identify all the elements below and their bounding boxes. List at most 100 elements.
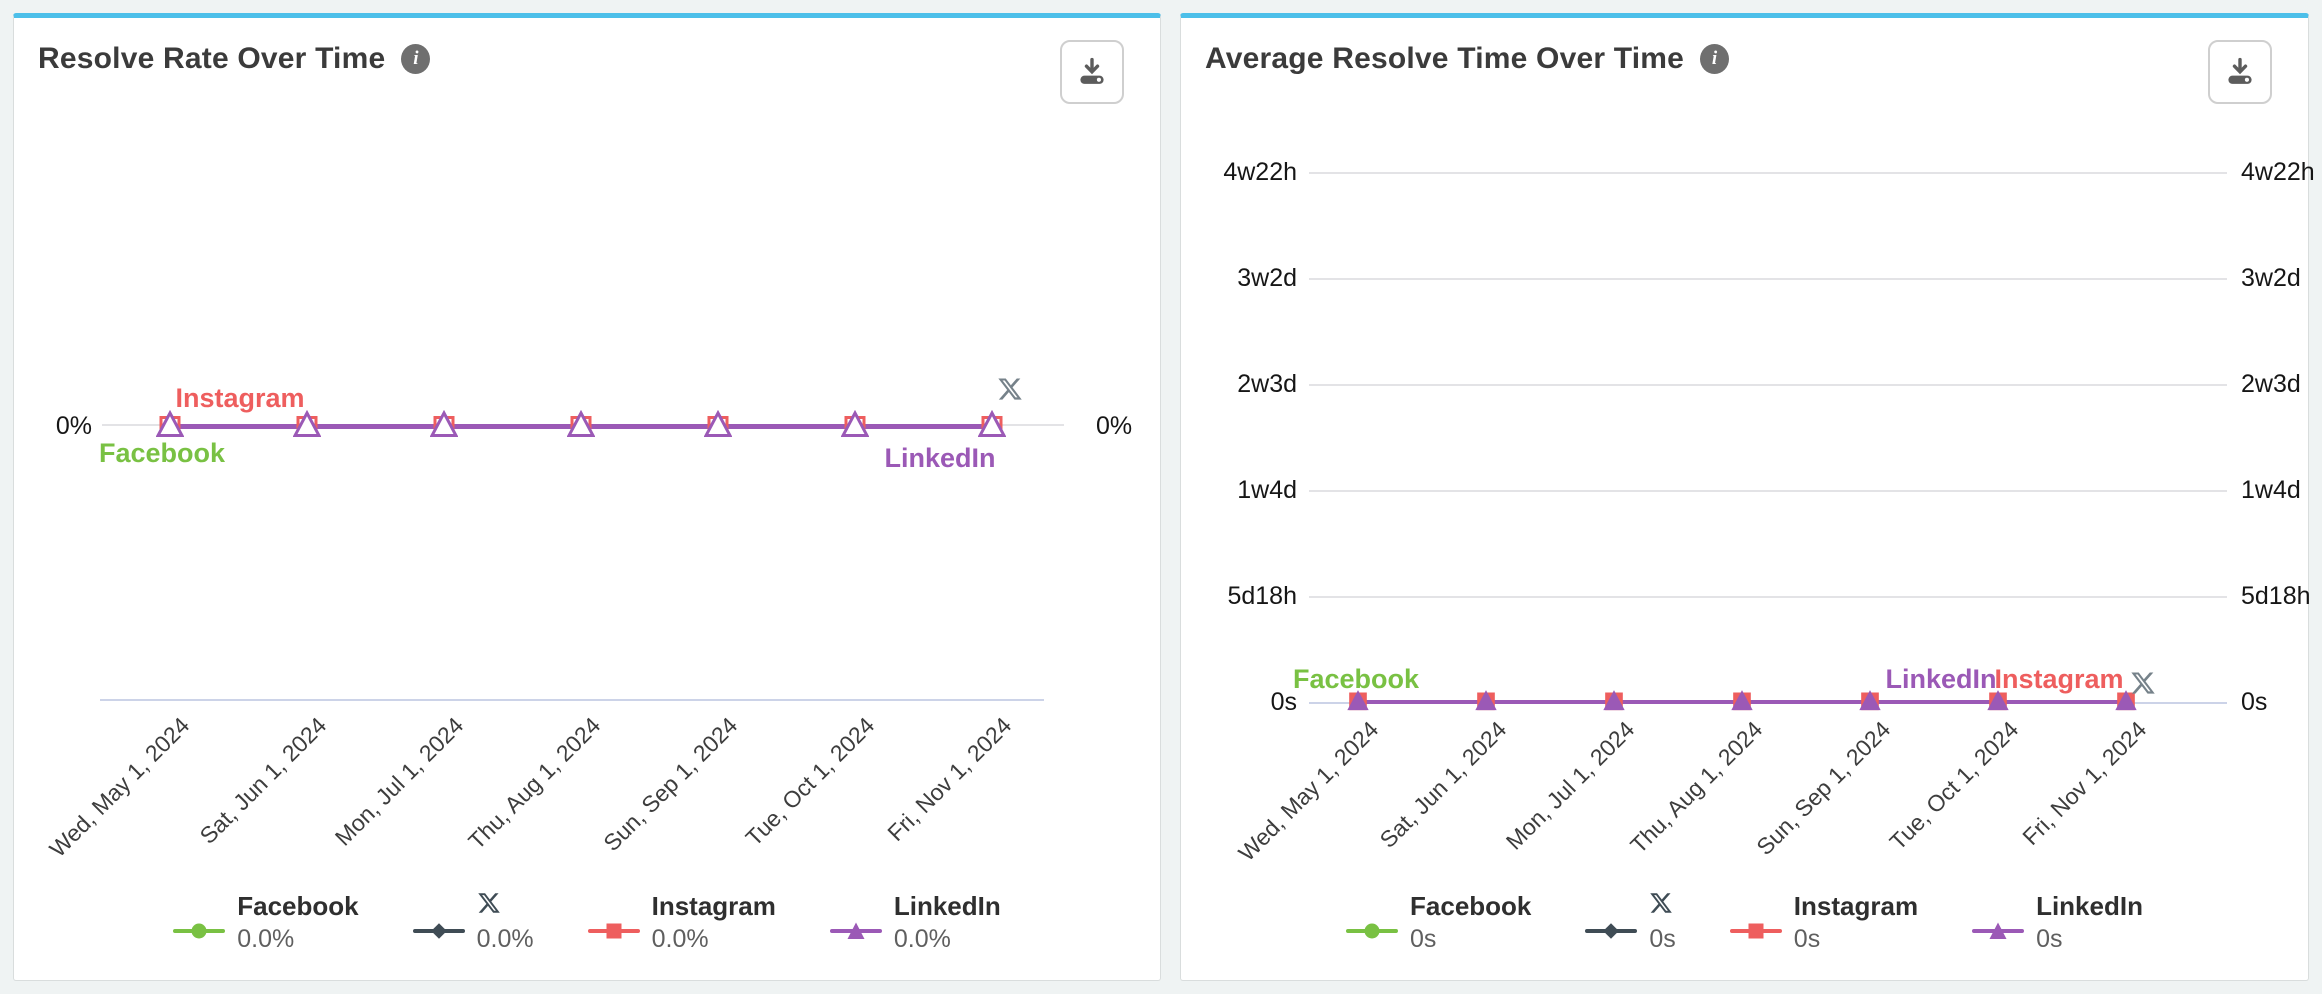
- legend-value: 0s: [1649, 925, 1676, 953]
- legend-text: Instagram 0.0%: [652, 890, 776, 954]
- legend-marker-icon: [1346, 923, 1399, 939]
- info-icon[interactable]: i: [401, 44, 431, 74]
- legend: Facebook 0.0% 0.0%: [14, 890, 1160, 954]
- legend-text: LinkedIn 0s: [2036, 890, 2143, 954]
- legend-name: Instagram: [651, 891, 776, 921]
- legend-value: 0.0%: [893, 925, 951, 953]
- legend-text: LinkedIn 0.0%: [894, 890, 1001, 954]
- y-tick-label: 4w22h: [1223, 158, 1297, 186]
- legend-text: Facebook 0s: [1410, 890, 1531, 954]
- info-icon-glyph: i: [413, 48, 419, 69]
- y-tick-label: 3w2d: [1237, 264, 1297, 292]
- series-label: LinkedIn: [884, 443, 996, 473]
- info-icon[interactable]: i: [1700, 44, 1730, 74]
- series-label: LinkedIn: [1885, 664, 1997, 694]
- x-logo-icon: [998, 378, 1022, 400]
- gridline: [100, 699, 1044, 701]
- gridline: [1309, 278, 2227, 280]
- data-point-marker: [566, 409, 596, 443]
- legend-name: LinkedIn: [2036, 891, 2143, 921]
- data-point-marker: [1985, 686, 2011, 717]
- y-tick-label: 5d18h: [1227, 582, 1297, 610]
- legend-item-x[interactable]: 0.0%: [412, 890, 534, 954]
- legend-name: Facebook: [1410, 891, 1532, 921]
- data-point-marker: [1857, 686, 1883, 717]
- legend-marker-icon: [173, 923, 226, 939]
- gridline: [1309, 490, 2227, 492]
- data-point-marker: [1345, 686, 1371, 717]
- panel-header: Average Resolve Time Over Time i: [1205, 42, 1730, 76]
- legend-text: 0s: [1649, 890, 1676, 954]
- x-logo-icon: [2131, 672, 2155, 694]
- y-tick-label: 1w4d: [1237, 476, 1297, 504]
- legend-marker-icon: [1585, 923, 1638, 939]
- info-icon-glyph: i: [1711, 48, 1718, 69]
- legend-marker-icon: [829, 922, 882, 939]
- series-label: Facebook: [1292, 664, 1420, 694]
- legend-name: [477, 890, 534, 922]
- legend-value: 0.0%: [237, 925, 295, 953]
- data-point-marker: [840, 409, 870, 443]
- legend-name: [1649, 890, 1675, 922]
- legend-marker-icon: [412, 923, 465, 939]
- download-icon: [1080, 57, 1104, 84]
- series-label: Facebook: [98, 438, 226, 468]
- y-tick-label: 2w3d: [1237, 370, 1297, 398]
- legend-item-facebook[interactable]: Facebook 0s: [1346, 890, 1531, 954]
- gridline: [1309, 172, 2227, 174]
- avg-resolve-time-card: Average Resolve Time Over Time i 4w22h 4w…: [1180, 13, 2315, 981]
- y-tick-label: 5d18h: [2241, 582, 2311, 610]
- legend-value: 0s: [2036, 925, 2063, 953]
- legend-name: Facebook: [237, 891, 359, 921]
- download-button[interactable]: [2208, 40, 2272, 104]
- y-tick-label: 2w3d: [2241, 370, 2301, 398]
- legend-text: Facebook 0.0%: [237, 890, 358, 954]
- legend-marker-icon: [587, 923, 640, 939]
- download-button[interactable]: [1060, 40, 1124, 104]
- legend-name: LinkedIn: [893, 891, 1001, 921]
- y-tick-label: 0s: [1270, 688, 1297, 716]
- data-point-marker: [1729, 686, 1755, 717]
- data-point-marker: [429, 409, 459, 443]
- legend-item-linkedin[interactable]: LinkedIn 0.0%: [829, 890, 1001, 954]
- y-tick-label: 3w2d: [2241, 264, 2301, 292]
- legend-marker-icon: [1729, 923, 1782, 939]
- y-tick-label: 1w4d: [2241, 476, 2301, 504]
- data-point-marker: [2113, 686, 2139, 717]
- chart-area: 4w22h 4w22h 3w2d 3w2d 2w3d 2w3d 1w4d 1w4d 5d18h 5…: [1181, 18, 2314, 980]
- resolve-rate-card: Resolve Rate Over Time i 0% 0% Ins: [13, 13, 1161, 981]
- x-logo-icon: [477, 893, 500, 913]
- legend-item-facebook[interactable]: Facebook 0.0%: [173, 890, 359, 954]
- chart-area: 0% 0% Instagram Facebook LinkedIn Wed, May …: [14, 18, 1160, 980]
- legend-text: 0.0%: [477, 890, 534, 954]
- series-label: Instagram: [1994, 664, 2124, 694]
- legend-item-instagram[interactable]: Instagram 0s: [1729, 890, 1918, 954]
- data-point-marker: [1473, 686, 1499, 717]
- series-label-x: [997, 376, 1023, 409]
- y-tick-label: 4w22h: [2241, 158, 2315, 186]
- data-point-marker: [155, 409, 185, 443]
- legend-value: 0.0%: [476, 925, 534, 953]
- legend-value: 0.0%: [651, 925, 709, 953]
- legend-text: Instagram 0s: [1794, 890, 1918, 954]
- legend-value: 0s: [1793, 925, 1821, 953]
- panel-header: Resolve Rate Over Time i: [38, 42, 431, 76]
- gridline: [1309, 384, 2227, 386]
- panel-title: Resolve Rate Over Time: [38, 42, 386, 75]
- y-tick-label: 0s: [2241, 688, 2268, 716]
- legend-value: 0s: [1410, 925, 1437, 953]
- series-label: Instagram: [175, 383, 305, 413]
- data-point-marker: [703, 409, 733, 443]
- legend-item-x[interactable]: 0s: [1585, 890, 1676, 954]
- legend-item-linkedin[interactable]: LinkedIn 0s: [1972, 890, 2143, 954]
- x-logo-icon: [1650, 893, 1673, 913]
- data-point-marker: [1601, 686, 1627, 717]
- legend: Facebook 0s 0s: [1181, 890, 2308, 954]
- data-point-marker: [292, 409, 322, 443]
- legend-marker-icon: [1972, 922, 2025, 939]
- panel-title: Average Resolve Time Over Time: [1205, 42, 1685, 75]
- legend-item-instagram[interactable]: Instagram 0.0%: [587, 890, 776, 954]
- legend-name: Instagram: [1793, 891, 1919, 921]
- y-tick-label: 0%: [55, 412, 92, 440]
